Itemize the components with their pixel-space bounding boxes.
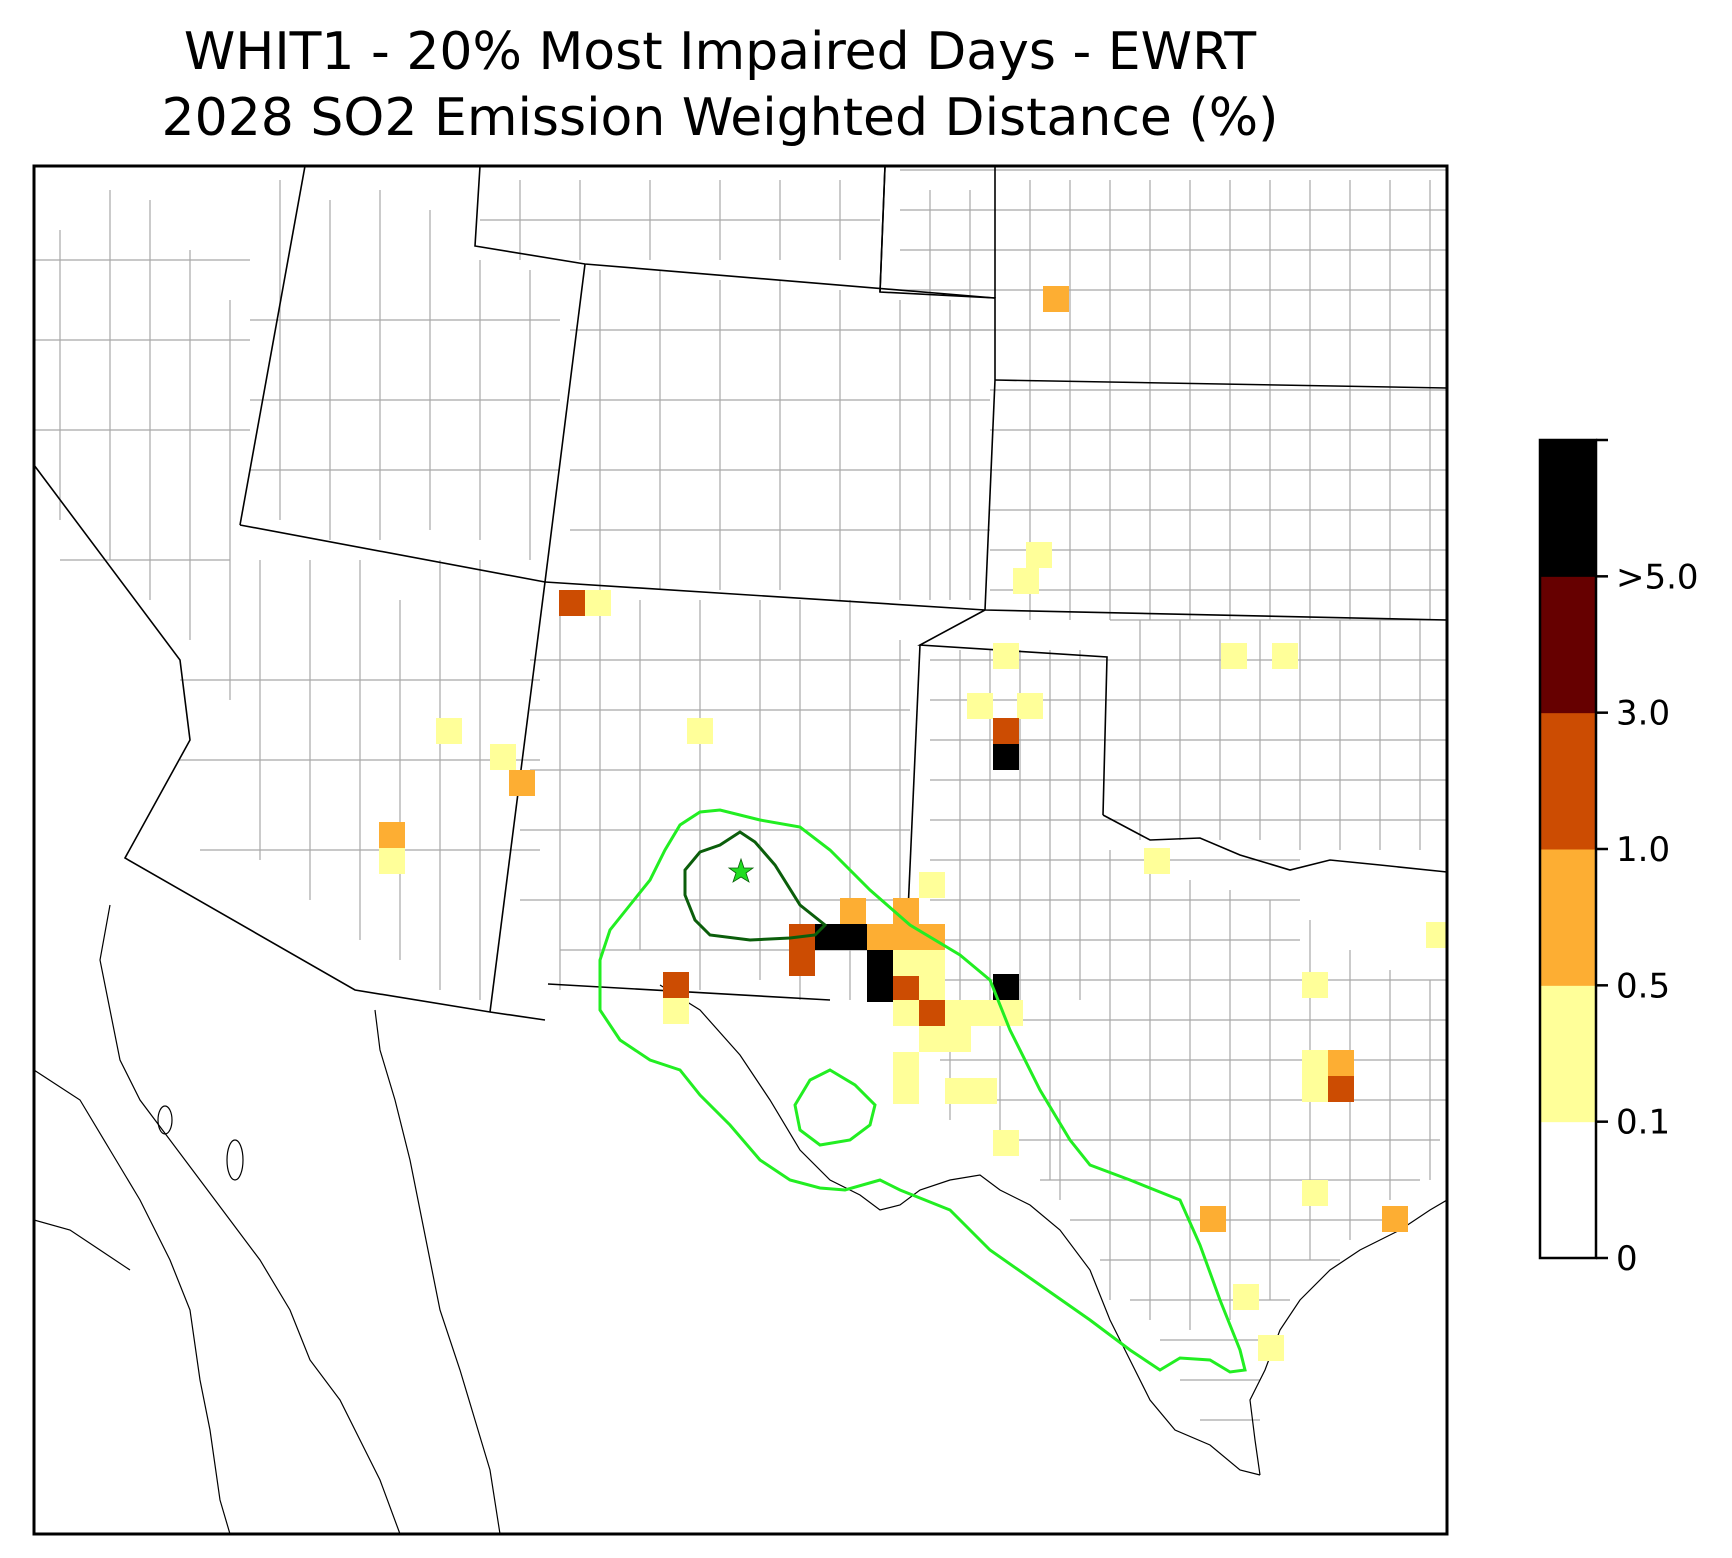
data-cell bbox=[1328, 1050, 1354, 1076]
data-cell bbox=[867, 976, 893, 1002]
data-cell bbox=[993, 744, 1019, 770]
data-cell bbox=[1017, 693, 1043, 719]
data-cell bbox=[379, 822, 405, 848]
data-cell bbox=[919, 872, 945, 898]
data-cell bbox=[1258, 1335, 1284, 1361]
colorbar-segment bbox=[1540, 576, 1596, 714]
data-cell bbox=[585, 590, 611, 616]
data-cell bbox=[841, 924, 867, 950]
colorbar-segment bbox=[1540, 1121, 1596, 1259]
data-cell bbox=[971, 1078, 997, 1104]
data-cell bbox=[867, 950, 893, 976]
data-cell bbox=[893, 950, 919, 976]
data-cell bbox=[663, 972, 689, 998]
data-cell bbox=[893, 1000, 919, 1026]
colorbar-label: 1.0 bbox=[1616, 830, 1670, 870]
data-cell bbox=[893, 976, 919, 1002]
data-cell bbox=[945, 1078, 971, 1104]
data-cell bbox=[993, 718, 1019, 744]
colorbar-label: >5.0 bbox=[1616, 557, 1699, 597]
contour-dark bbox=[683, 830, 828, 942]
data-cell bbox=[1043, 286, 1069, 312]
data-cell bbox=[789, 950, 815, 976]
data-cells bbox=[379, 286, 1447, 1361]
colorbar-label: 3.0 bbox=[1616, 694, 1670, 734]
colorbar-label: 0.5 bbox=[1616, 966, 1670, 1006]
data-cell bbox=[687, 718, 713, 744]
colorbar-segment bbox=[1540, 985, 1596, 1123]
data-cell bbox=[967, 693, 993, 719]
data-cell bbox=[867, 924, 893, 950]
contour-outer bbox=[598, 808, 1247, 1374]
data-cell bbox=[436, 718, 462, 744]
map-frame bbox=[32, 164, 1449, 1536]
data-cell bbox=[1026, 542, 1052, 568]
data-cell bbox=[379, 848, 405, 874]
colorbar-segment bbox=[1540, 712, 1596, 850]
data-cell bbox=[1426, 922, 1447, 948]
data-cell bbox=[1302, 1076, 1328, 1102]
data-cell bbox=[919, 1026, 945, 1052]
colorbar-label: 0 bbox=[1616, 1239, 1638, 1279]
data-cell bbox=[1328, 1076, 1354, 1102]
colorbar-segment bbox=[1540, 440, 1596, 577]
data-cell bbox=[559, 590, 585, 616]
data-cell bbox=[919, 950, 945, 976]
data-cell bbox=[490, 744, 516, 770]
data-cell bbox=[919, 976, 945, 1002]
data-cell bbox=[840, 898, 866, 924]
coastline bbox=[34, 904, 1447, 1534]
data-cell bbox=[893, 1078, 919, 1104]
state-borders bbox=[34, 166, 1447, 1021]
map-title-line1: WHIT1 - 20% Most Impaired Days - EWRT bbox=[183, 22, 1257, 82]
data-cell bbox=[945, 1000, 971, 1026]
data-cell bbox=[1221, 643, 1247, 669]
data-cell bbox=[1144, 848, 1170, 874]
data-cell bbox=[1302, 972, 1328, 998]
data-cell bbox=[1382, 1206, 1408, 1232]
colorbar-label: 0.1 bbox=[1616, 1103, 1670, 1143]
data-cell bbox=[1302, 1050, 1328, 1076]
map-title-line2: 2028 SO2 Emission Weighted Distance (%) bbox=[161, 88, 1279, 148]
data-cell bbox=[993, 1130, 1019, 1156]
data-cell bbox=[993, 643, 1019, 669]
colorbar-segment bbox=[1540, 849, 1596, 986]
data-cell bbox=[971, 1000, 997, 1026]
data-cell bbox=[1200, 1206, 1226, 1232]
data-cell bbox=[1013, 568, 1039, 594]
data-cell bbox=[663, 998, 689, 1024]
contours bbox=[598, 808, 1247, 1374]
contour-inner-south bbox=[793, 1068, 877, 1147]
data-cell bbox=[945, 1026, 971, 1052]
data-cell bbox=[815, 924, 841, 950]
county-grid bbox=[34, 169, 1447, 1421]
data-cell bbox=[1302, 1180, 1328, 1206]
colorbar: 0 0.1 0.5 1.0 3.0 >5.0 bbox=[1538, 438, 1699, 1279]
data-cell bbox=[509, 770, 535, 796]
data-cell bbox=[893, 1052, 919, 1078]
site-star-icon bbox=[727, 857, 755, 883]
data-cell bbox=[1233, 1284, 1259, 1310]
data-cell bbox=[919, 1000, 945, 1026]
data-cell bbox=[1272, 643, 1298, 669]
